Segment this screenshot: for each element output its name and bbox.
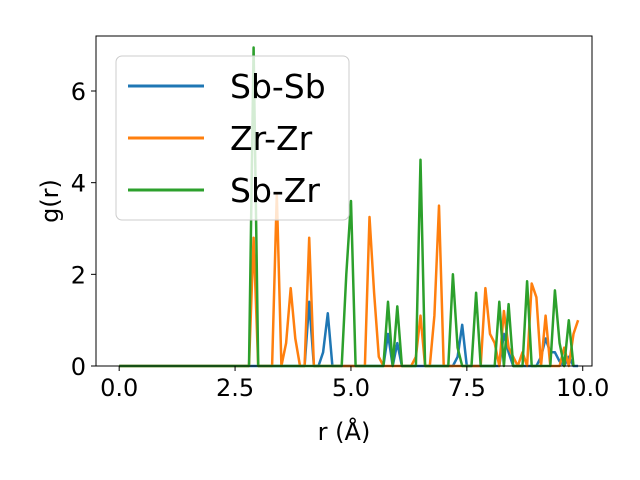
x-tick-label: 0.0: [100, 374, 138, 402]
x-tick-label: 10.0: [556, 374, 609, 402]
x-axis-ticks: 0.0 2.5 5.0 7.5 10.0: [100, 366, 609, 402]
y-axis-ticks: 0 2 4 6: [71, 78, 96, 381]
legend-label-zr-zr: Zr-Zr: [230, 119, 313, 158]
y-tick-label: 0: [71, 353, 86, 381]
legend: Sb-Sb Zr-Zr Sb-Zr: [115, 55, 350, 221]
x-tick-label: 2.5: [216, 374, 254, 402]
y-tick-label: 6: [71, 78, 86, 106]
x-axis-label: r (Å): [318, 417, 371, 446]
axes-frame: [95, 35, 593, 367]
y-tick-label: 4: [71, 170, 86, 198]
legend-label-sb-zr: Sb-Zr: [230, 171, 320, 210]
y-tick-label: 2: [71, 261, 86, 289]
x-tick-label: 7.5: [448, 374, 486, 402]
y-axis-label: g(r): [36, 179, 64, 223]
legend-box: [115, 55, 350, 221]
legend-label-sb-sb: Sb-Sb: [230, 67, 326, 106]
series-line-sb-zr: [119, 46, 575, 368]
x-tick-label: 5.0: [332, 374, 370, 402]
